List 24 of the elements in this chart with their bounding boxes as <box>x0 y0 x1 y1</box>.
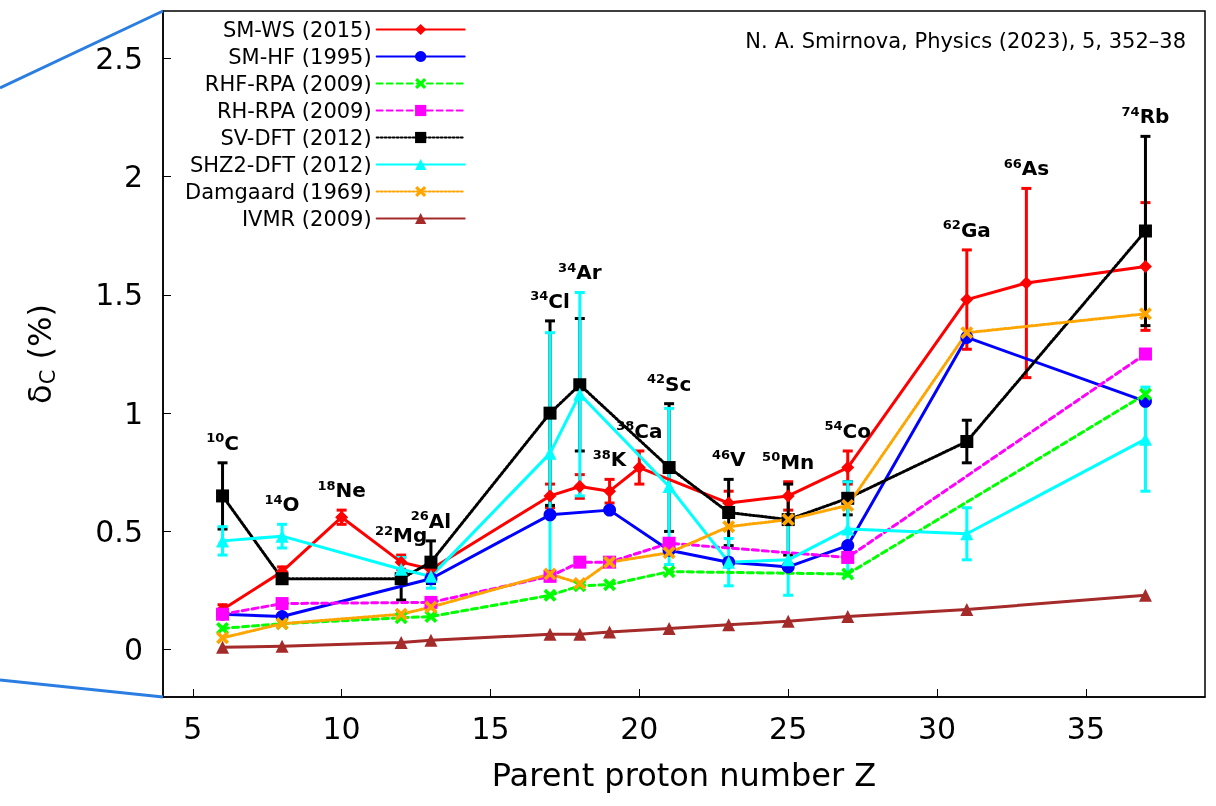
x-tick-label: 5 <box>183 710 203 746</box>
legend-label: RHF-RPA (2009) <box>204 71 372 96</box>
y-tick-label: 0.5 <box>95 513 143 549</box>
x-axis-title: Parent proton number Z <box>491 756 877 794</box>
y-tick-label: 2 <box>123 159 143 195</box>
x-tick-label: 25 <box>769 710 808 746</box>
x-tick-label: 35 <box>1066 710 1106 746</box>
legend-label: SM-HF (1995) <box>228 44 372 69</box>
legend-label: RH-RPA (2009) <box>216 98 372 123</box>
legend-label: SV-DFT (2012) <box>220 125 372 150</box>
legend-label: SM-WS (2015) <box>222 17 372 42</box>
x-tick-label: 30 <box>917 710 957 746</box>
legend-label: Damgaard (1969) <box>184 179 372 204</box>
x-tick-label: 15 <box>471 710 510 746</box>
y-tick-label: 1 <box>123 395 143 431</box>
annotation: N. A. Smirnova, Physics (2023), 5, 352–38 <box>745 28 1187 53</box>
y-tick-label: 1.5 <box>95 277 143 313</box>
x-tick-label: 10 <box>322 710 361 746</box>
x-tick-label: 20 <box>620 710 659 746</box>
y-tick-label: 0 <box>123 632 143 668</box>
y-tick-label: 2.5 <box>95 40 143 76</box>
y-axis-title: δC (%) <box>21 304 60 404</box>
legend-label: IVMR (2009) <box>241 206 372 231</box>
legend-label: SHZ2-DFT (2012) <box>189 152 372 177</box>
